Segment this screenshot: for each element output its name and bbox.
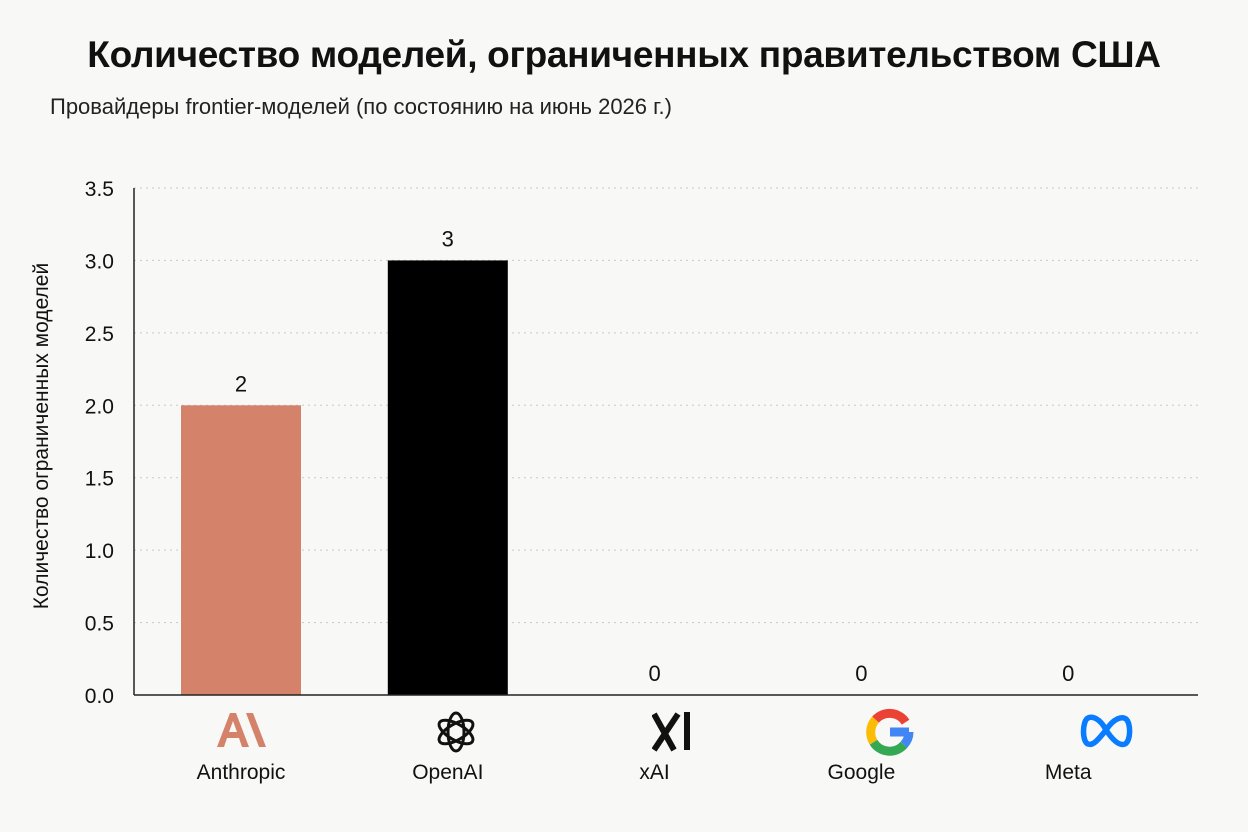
y-tick-label: 0.5 xyxy=(85,613,114,636)
data-label-google: 0 xyxy=(855,661,867,686)
y-tick-label: 2.0 xyxy=(85,395,114,418)
data-labels: 2 3 0 0 0 xyxy=(235,226,1074,686)
x-tick-label-google: Google xyxy=(828,761,896,784)
y-tick-label: 1.0 xyxy=(85,540,114,563)
y-tick-labels: 0.0 0.5 1.0 1.5 2.0 2.5 3.0 3.5 xyxy=(85,178,114,708)
data-label-openai: 3 xyxy=(442,226,454,251)
chart-title: Количество моделей, ограниченных правите… xyxy=(87,34,1161,75)
openai-logo-icon xyxy=(432,708,480,756)
y-tick-label: 3.0 xyxy=(85,250,114,273)
google-logo-icon xyxy=(866,708,914,756)
bar-openai xyxy=(387,260,508,695)
x-tick-label-openai: OpenAI xyxy=(412,761,483,784)
data-label-xai: 0 xyxy=(648,661,660,686)
y-tick-label: 1.5 xyxy=(85,468,114,491)
x-tick-label-xai: xAI xyxy=(639,761,669,784)
bar-anthropic xyxy=(181,405,301,695)
data-label-anthropic: 2 xyxy=(235,371,247,396)
x-tick-label-meta: Meta xyxy=(1045,761,1092,784)
y-tick-label: 3.5 xyxy=(85,178,114,201)
y-axis-label: Количество ограниченных моделей xyxy=(30,263,53,609)
data-label-meta: 0 xyxy=(1062,661,1074,686)
xai-logo-icon xyxy=(651,710,696,752)
meta-logo-icon xyxy=(1078,712,1134,750)
y-tick-label: 0.0 xyxy=(85,685,114,708)
bars xyxy=(181,260,508,695)
anthropic-logo-icon xyxy=(214,710,266,750)
y-tick-label: 2.5 xyxy=(85,323,114,346)
x-tick-labels: Anthropic OpenAI xAI Google Meta xyxy=(197,761,1092,784)
x-tick-label-anthropic: Anthropic xyxy=(197,761,286,784)
chart-subtitle: Провайдеры frontier-моделей (по состояни… xyxy=(50,94,672,119)
